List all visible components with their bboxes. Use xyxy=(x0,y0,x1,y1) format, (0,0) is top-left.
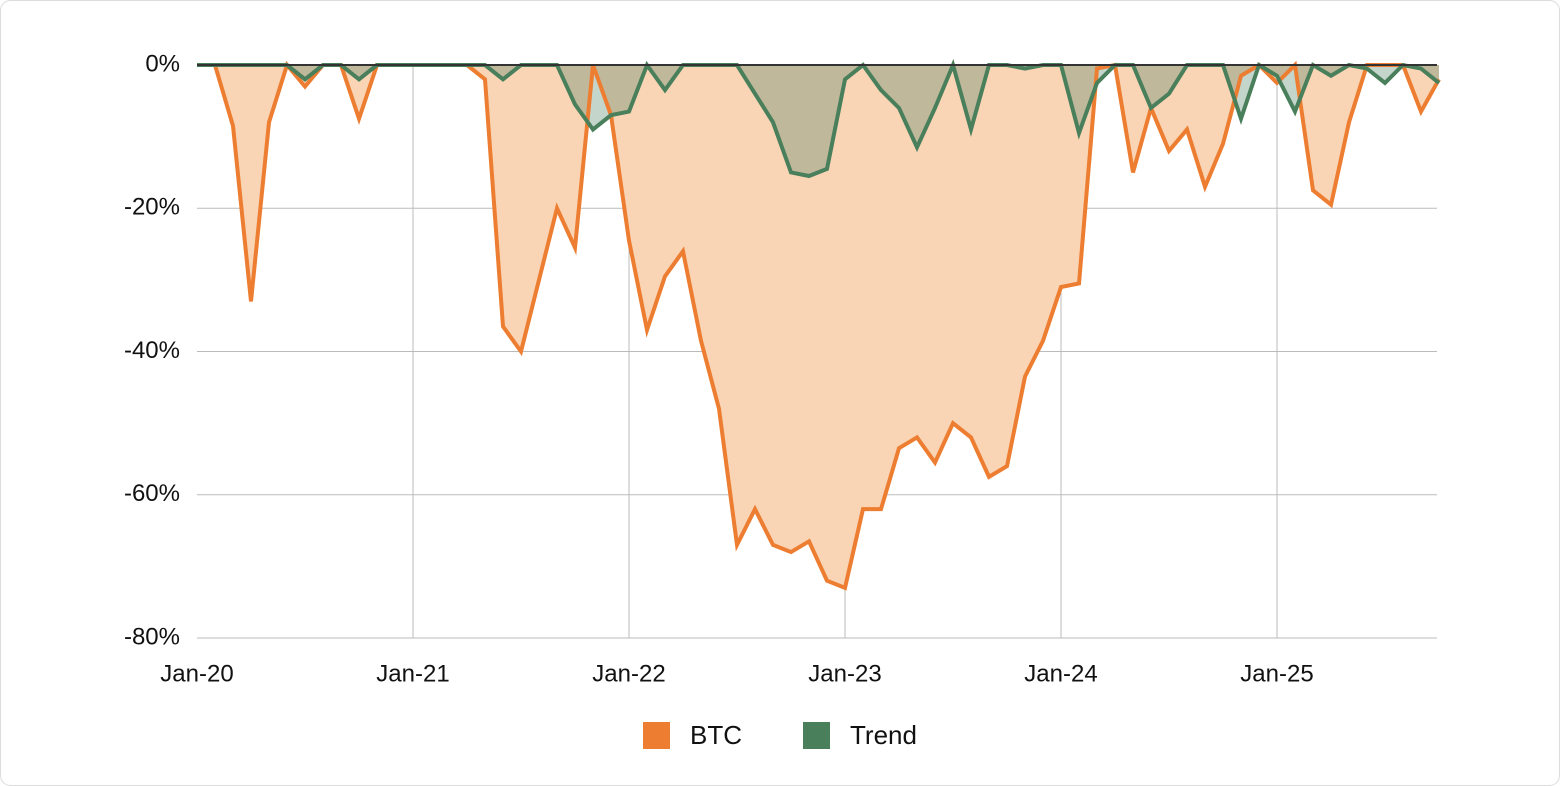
y-tick-label: -80% xyxy=(124,623,180,650)
y-tick-label: 0% xyxy=(145,50,180,77)
x-tick-label: Jan-23 xyxy=(808,660,881,687)
y-tick-label: -20% xyxy=(124,194,180,221)
area-fill xyxy=(197,65,1439,588)
y-tick-label: -60% xyxy=(124,480,180,507)
x-tick-label: Jan-24 xyxy=(1024,660,1097,687)
area-fill xyxy=(197,65,1439,177)
legend-label: Trend xyxy=(850,720,917,750)
x-tick-label: Jan-20 xyxy=(160,660,233,687)
legend-swatch xyxy=(643,722,670,749)
y-tick-label: -40% xyxy=(124,337,180,364)
x-tick-label: Jan-22 xyxy=(592,660,665,687)
legend-swatch xyxy=(803,722,830,749)
legend-label: BTC xyxy=(690,720,742,750)
x-tick-label: Jan-25 xyxy=(1240,660,1313,687)
x-tick-label: Jan-21 xyxy=(376,660,449,687)
